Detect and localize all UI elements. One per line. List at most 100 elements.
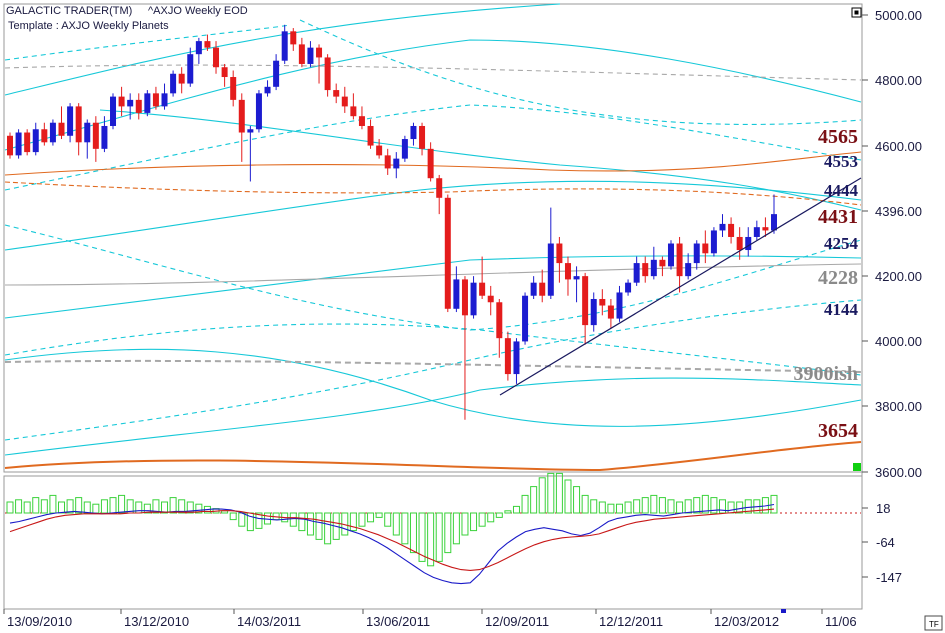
price-panel-frame [3, 3, 863, 473]
histogram-bar [15, 499, 23, 514]
level-label: 3654 [818, 420, 858, 442]
date-tick-label: 12/03/2012 [714, 614, 779, 629]
planet-line [4, 180, 862, 251]
candle-body [135, 99, 142, 113]
level-label: 4144 [824, 300, 859, 319]
level-label: 4553 [824, 152, 858, 171]
candle-body [582, 276, 589, 326]
candle-body [633, 263, 640, 283]
candle-body [659, 259, 666, 267]
histogram-bar [495, 512, 503, 518]
date-tick-label: 14/03/2011 [237, 614, 301, 629]
candle-body [522, 295, 529, 342]
histogram-bar [521, 494, 529, 514]
level-labels: 4565 4553 4444 4431 4254 4228 4144 3900ish 3654 [794, 126, 859, 442]
date-tick-label: 12/12/2011 [599, 614, 663, 629]
planet-line [4, 64, 862, 81]
histogram-bar [75, 497, 83, 514]
histogram-bar [349, 512, 357, 532]
histogram-bar [401, 512, 409, 545]
date-tick-label: 13/06/2011 [366, 614, 430, 629]
candle-body [204, 41, 211, 48]
candle-body [84, 122, 91, 143]
candle-body [676, 243, 683, 277]
histogram-bar [530, 486, 538, 514]
histogram-bar [315, 512, 323, 540]
histogram-bar [427, 512, 435, 567]
candle-body [607, 305, 614, 319]
candle-body [470, 282, 477, 316]
planet-line [4, 24, 291, 61]
indicator-tick-label: 18 [876, 501, 890, 516]
oscillator-line [9, 503, 775, 585]
planet-line [4, 348, 862, 427]
candle-body [101, 125, 108, 149]
candle-body [316, 47, 323, 58]
candle-body [702, 243, 709, 254]
planet-line [4, 299, 862, 441]
planet-line [4, 181, 862, 206]
candle-body [461, 279, 468, 316]
candle-body [75, 106, 82, 143]
candle-body [161, 93, 168, 107]
level-label: 3900ish [794, 363, 858, 385]
candle-body [195, 41, 202, 55]
histogram-bar [66, 499, 74, 514]
histogram-bar [461, 512, 469, 536]
level-label: 4431 [818, 206, 858, 228]
candle-body [419, 125, 426, 149]
histogram-bar [744, 499, 752, 514]
candle-body [564, 263, 571, 280]
histogram-bar [40, 499, 48, 514]
histogram-bar [229, 512, 237, 521]
candle-body [650, 259, 657, 277]
histogram-bar [770, 494, 778, 514]
histogram-bar [667, 499, 675, 514]
histogram-bar [573, 486, 581, 514]
candle-body [753, 227, 760, 237]
histogram-bar [478, 512, 486, 527]
histogram-bar [538, 477, 546, 514]
candle-body [49, 122, 56, 143]
level-label: 4254 [824, 234, 859, 253]
price-panel-green-marker[interactable] [853, 463, 861, 471]
candle-body [230, 77, 237, 100]
candle-body [7, 135, 13, 156]
planet-line [4, 255, 862, 319]
date-tick-label: 13/09/2010 [7, 614, 72, 629]
candle-body [307, 47, 314, 64]
indicator-axis: 18 -64 -147 [862, 501, 902, 585]
histogram-bar [547, 472, 555, 514]
planet-line [4, 377, 862, 456]
price-tick-label: 4200.00 [875, 269, 922, 284]
candle-body [324, 57, 331, 91]
histogram-bar [118, 494, 126, 514]
app-title: GALACTIC TRADER(TM) [6, 5, 132, 17]
price-axis: 5000.00 4800.00 4600.00 4396.00 4200.00 4000.… [862, 8, 922, 480]
histogram-bar [452, 512, 460, 545]
candle-body [32, 129, 39, 153]
level-label: 4228 [818, 267, 858, 289]
candle-body [393, 158, 400, 169]
candle-body [479, 282, 486, 296]
histogram-bar [487, 512, 495, 523]
candle-body [264, 86, 271, 94]
candle-body [573, 276, 580, 280]
histogram-bar [324, 512, 332, 545]
oscillator-lines [9, 503, 775, 585]
date-axis: 13/09/2010 13/12/2010 14/03/2011 13/06/2011… [3, 609, 857, 629]
histogram-bar [298, 512, 306, 532]
histogram-bar [435, 512, 443, 562]
candle-body [144, 93, 151, 113]
corner-box[interactable] [924, 615, 943, 631]
candle-body [556, 243, 563, 264]
candle-body [616, 292, 623, 319]
histogram-bar [392, 512, 400, 536]
candle-body [341, 96, 348, 107]
histogram-bar [590, 499, 598, 514]
histogram-bar [178, 499, 186, 514]
date-tick-label: 12/09/2011 [485, 614, 549, 629]
trendline [499, 177, 862, 396]
